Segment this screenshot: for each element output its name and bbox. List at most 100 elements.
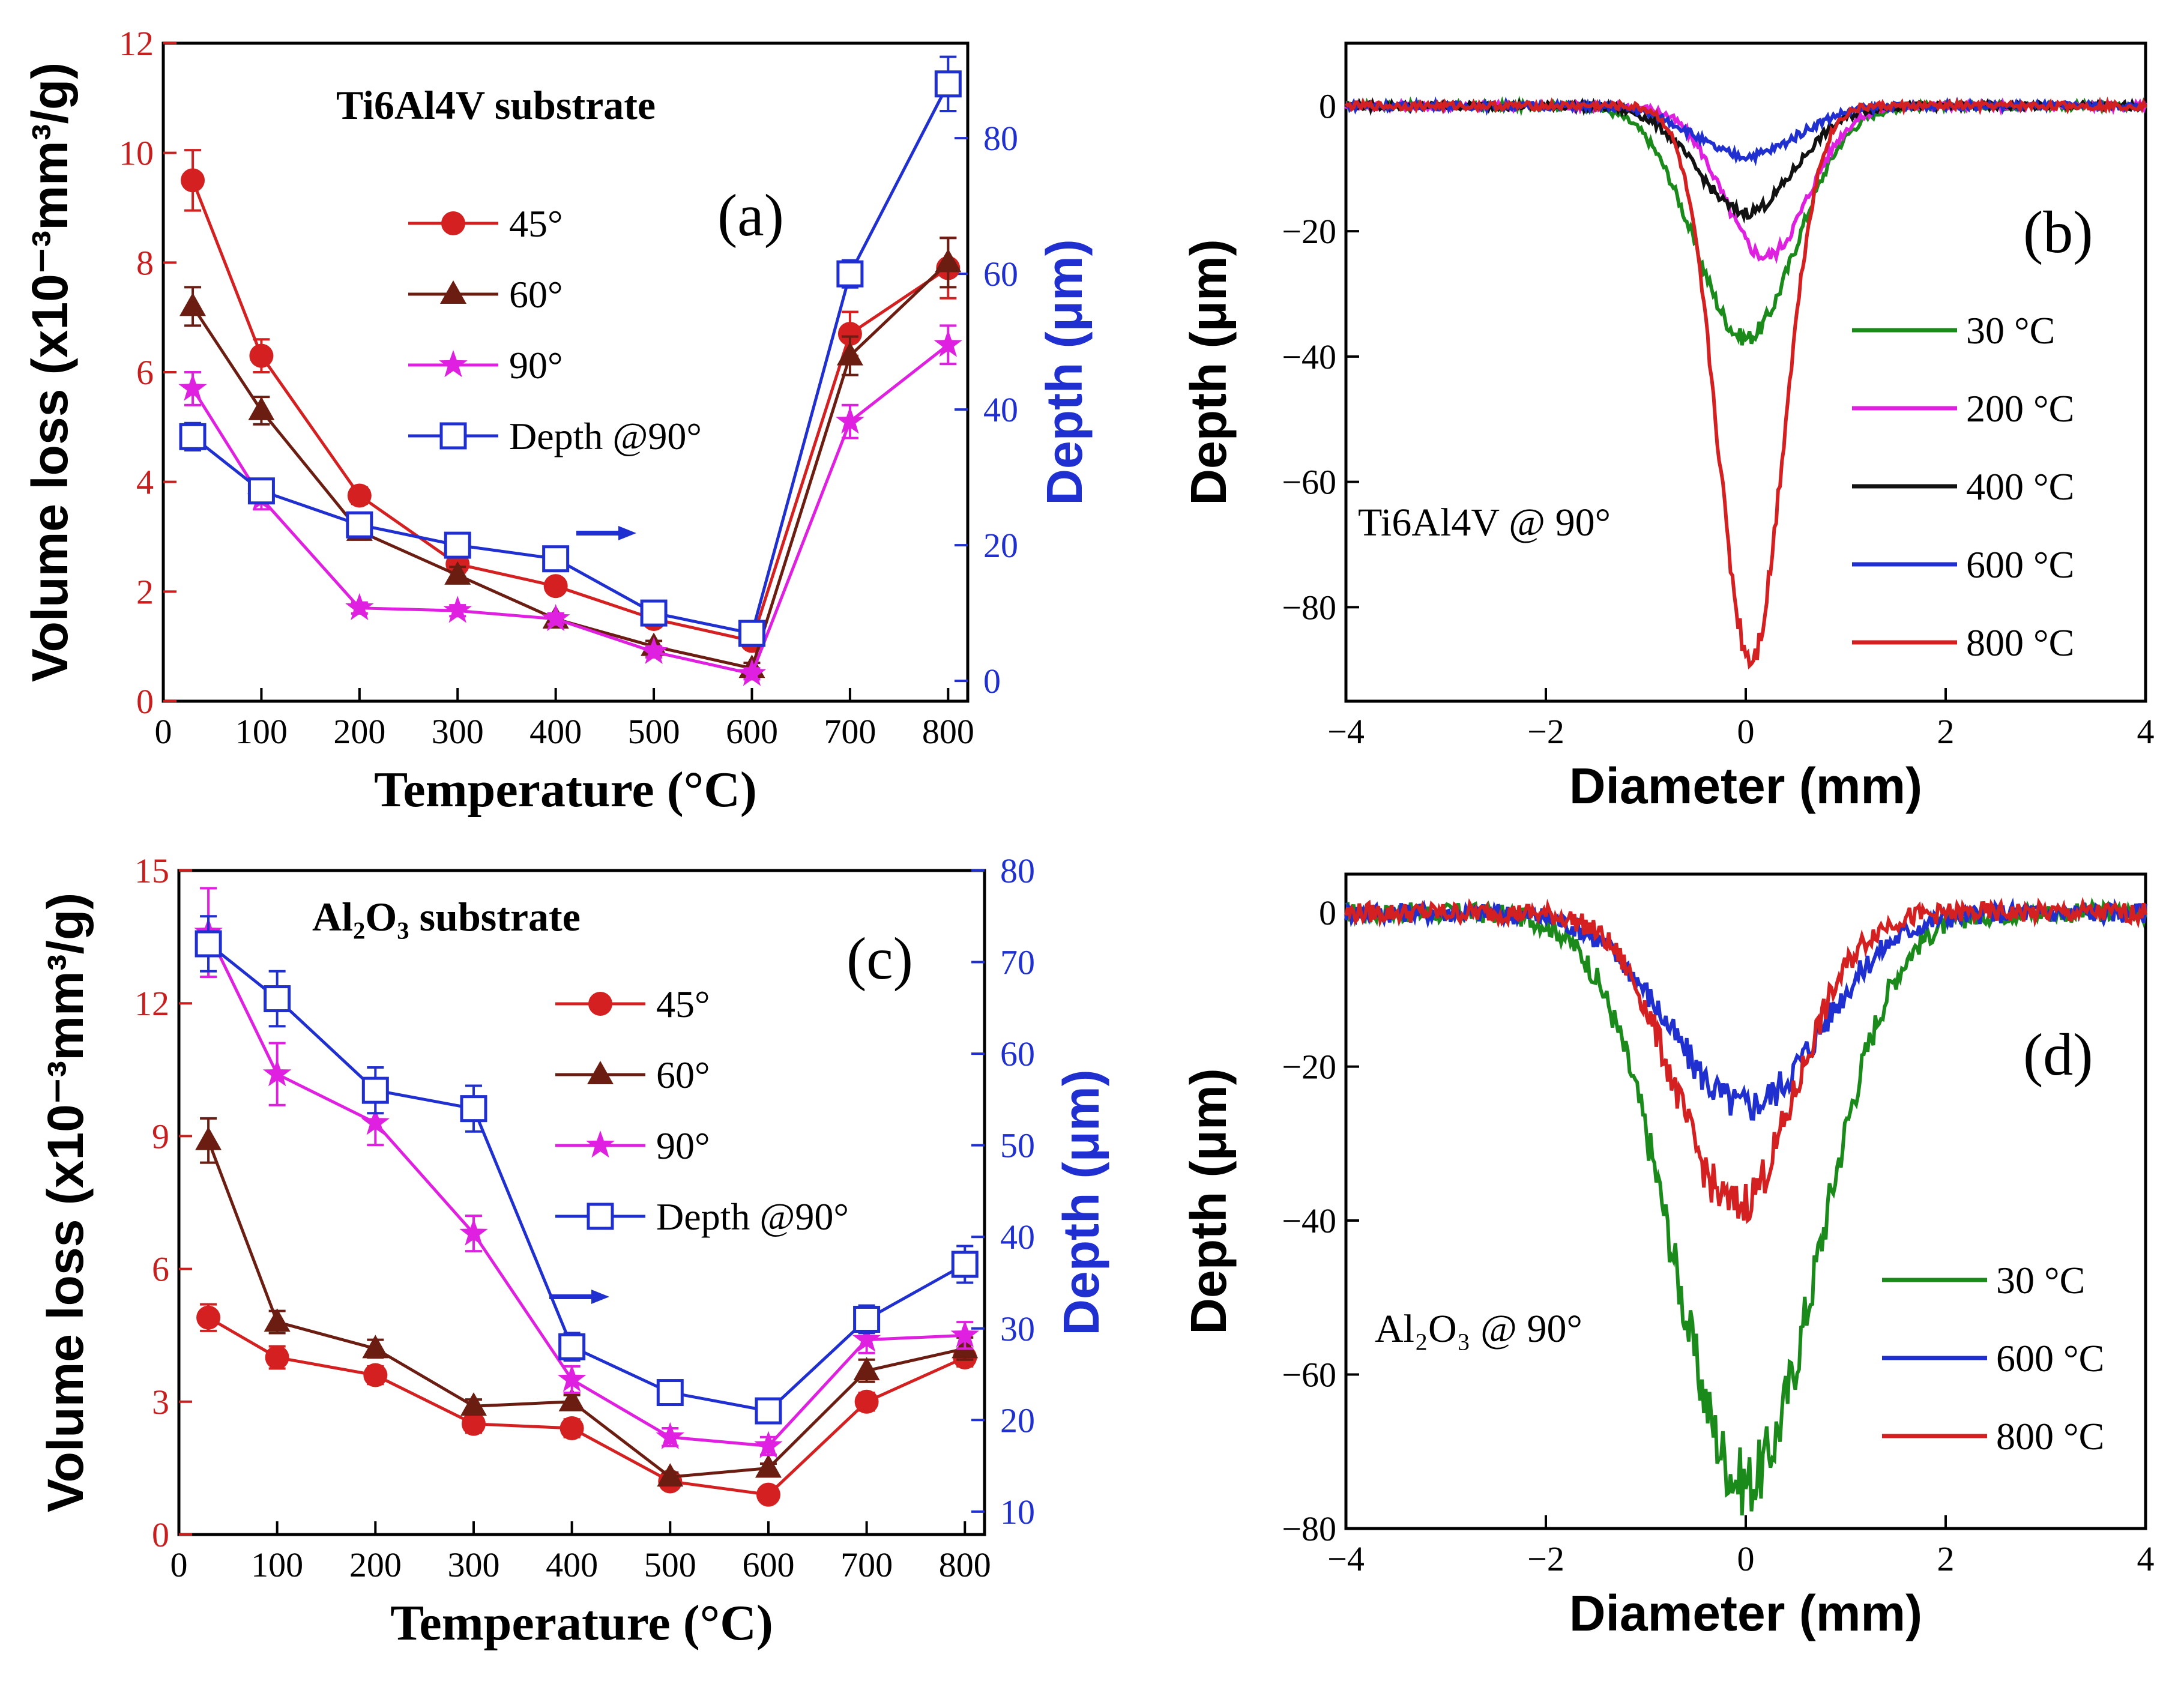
legend-marker [440,280,466,304]
left-y-tick-label: 9 [152,1117,169,1156]
data-point [737,659,767,686]
data-point [738,620,765,647]
panel-a: 0 100 200 300 400 500 600 700 800024681012020406… [22,24,1093,818]
legend-marker [588,992,612,1016]
x-tick-label: 4 [2137,712,2155,751]
data-point [345,593,374,620]
data-point [656,1422,685,1449]
data-point [542,545,570,573]
legend-marker [439,350,468,378]
left-y-tick-label: 8 [136,243,154,282]
x-tick-label: −2 [1527,712,1564,751]
data-point [640,599,668,627]
x-tick-label: 0 [155,712,172,751]
data-point [541,604,570,632]
left-y-tick-label: 6 [136,353,154,392]
right-y-tick-label: 60 [983,255,1018,294]
x-axis-title: Diameter (mm) [1569,758,1922,814]
data-point [248,396,275,420]
data-point [950,1320,979,1348]
series-line [191,261,950,671]
x-tick-label: 700 [840,1545,893,1584]
x-axis-title: Diameter (mm) [1569,1585,1922,1641]
x-tick-label: 600 [726,712,778,751]
x-tick-label: 400 [529,712,582,751]
legend-label: 45° [509,202,563,245]
substrate-annotation: Al₂O₃ substrate [312,894,581,940]
legend-marker [587,1203,614,1230]
left-y-tick-label: −80 [1282,588,1336,627]
sample-annotation: Ti6Al4V @ 90° [1358,501,1611,545]
x-tick-label: 500 [628,712,680,751]
data-point [460,1095,487,1123]
sample-annotation: Al₂O₃ @ 90° [1375,1307,1582,1351]
x-tick-label: 0 [170,1545,188,1584]
series-45° [196,1303,977,1507]
data-point [249,343,274,368]
plot-frame [177,869,986,1536]
right-y-tick-label: 60 [1000,1034,1035,1073]
series-line [192,83,950,635]
data-point [459,1218,488,1246]
data-point [179,292,207,316]
plot-frame [1344,41,2147,703]
x-tick-label: −4 [1327,712,1365,751]
data-point [178,373,207,401]
panel-label: (a) [717,182,784,249]
series-line [207,943,966,1413]
legend-label: 60° [509,273,563,316]
left-y-tick-label: 2 [136,572,154,611]
data-point [754,1431,783,1458]
right-y-tick-label: 30 [1000,1309,1035,1348]
data-point [262,1059,292,1087]
data-point [196,1305,221,1330]
data-point [852,1324,881,1352]
x-tick-label: 400 [546,1545,598,1584]
y2-axis-title: Depth (μm) [1053,1069,1109,1335]
data-point [854,1389,879,1414]
legend: 45° 60° 90° Depth @90° [555,983,849,1238]
profile-line-800 °C [1344,96,2147,670]
left-y-tick-label: 0 [1319,893,1336,932]
x-tick-label: 500 [644,1545,696,1584]
left-y-tick-label: 10 [119,134,154,173]
x-tick-label: 300 [447,1545,499,1584]
x-tick-label: 200 [349,1545,402,1584]
legend-label: 600 °C [1966,543,2074,586]
left-y-tick-label: −60 [1282,463,1336,502]
right-y-tick-label: 70 [1000,943,1035,982]
series-line [191,180,949,643]
data-point [853,1306,881,1333]
left-y-tick-label: 12 [134,984,169,1023]
data-point [444,531,471,559]
legend-label: 200 °C [1966,387,2074,430]
right-y-tick-label: 20 [983,526,1018,565]
x-tick-label: 800 [939,1545,991,1584]
data-point [935,249,962,273]
substrate-annotation: Ti6Al4V substrate [336,82,656,128]
right-y-tick-label: 50 [1000,1126,1035,1165]
x-tick-label: 300 [432,712,484,751]
left-y-tick-label: 3 [152,1383,169,1422]
plot-frame [161,41,970,703]
left-y-tick-label: 0 [136,682,154,721]
left-y-tick-label: −40 [1282,337,1336,376]
x-tick-label: 4 [2137,1539,2155,1578]
legend-label: 800 °C [1966,621,2074,664]
data-point [460,1392,487,1416]
left-y-tick-label: −80 [1282,1509,1336,1548]
x-tick-label: 2 [1937,1539,1955,1578]
data-point [934,330,963,357]
data-point [560,1416,584,1441]
x-tick-label: 600 [742,1545,794,1584]
x-tick-label: 200 [333,712,385,751]
series-60° [179,237,962,678]
data-point [264,985,291,1013]
x-tick-label: 700 [824,712,876,751]
legend-label: 800 °C [1996,1415,2104,1458]
left-y-tick-label: −60 [1282,1356,1336,1395]
legend-label: 60° [656,1054,710,1096]
right-y-tick-label: 0 [983,662,1001,701]
data-point [836,342,863,366]
